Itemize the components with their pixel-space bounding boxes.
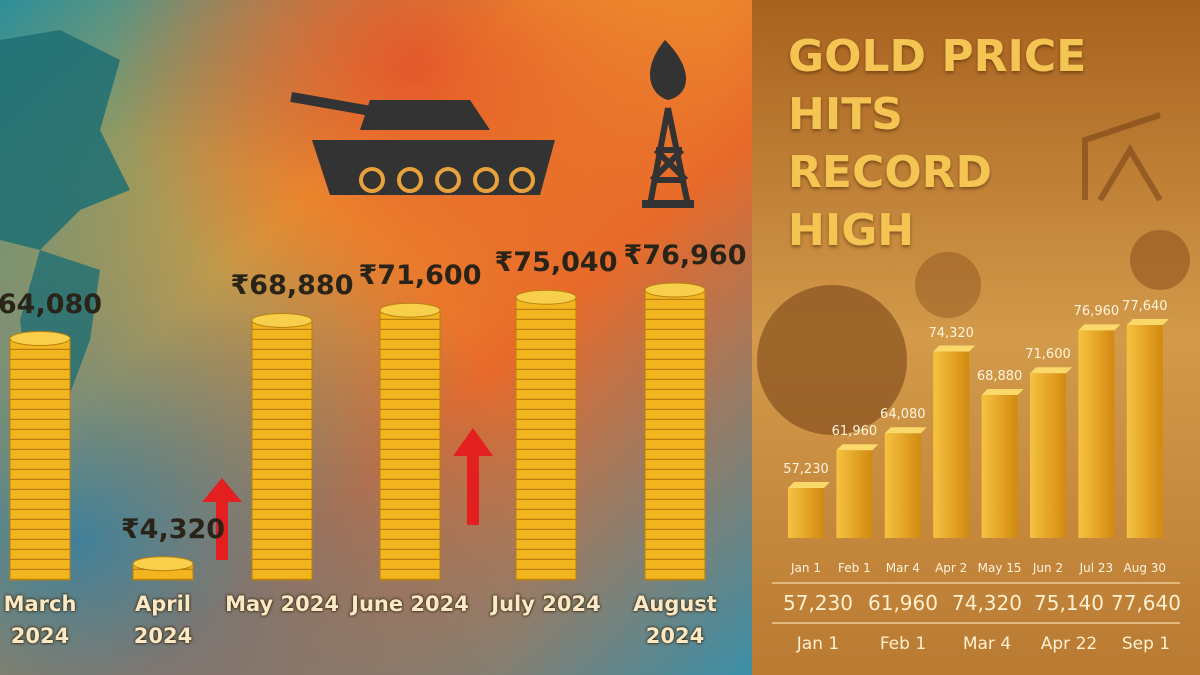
- bar-top: [1078, 324, 1121, 331]
- value-label: 74,320: [928, 325, 974, 341]
- bar-top: [1126, 319, 1169, 325]
- bar: [981, 394, 1018, 538]
- value-label: 61,960: [831, 424, 878, 440]
- summary-date: Feb 1: [879, 634, 927, 654]
- value-label: 68,880: [976, 368, 1023, 384]
- bar-top: [884, 427, 927, 434]
- value-label: ₹68,880: [230, 270, 354, 302]
- bar: [1030, 373, 1066, 538]
- category-label: August 2024: [633, 592, 717, 648]
- coin-stack: [379, 309, 441, 581]
- category-label: Jul 23: [1079, 561, 1114, 575]
- bar: [933, 351, 970, 538]
- coin-top: [379, 302, 441, 318]
- coin-stack: [644, 289, 706, 581]
- coin-top: [515, 289, 577, 305]
- value-label: 64,080: [880, 407, 926, 423]
- bar: [1078, 330, 1115, 538]
- bar-top: [933, 345, 976, 352]
- summary-date: Apr 22: [1040, 634, 1098, 654]
- pump-icon: [1082, 112, 1163, 202]
- bar: [788, 488, 824, 538]
- coin-top: [251, 312, 313, 328]
- value-label: 77,640: [1122, 299, 1168, 314]
- category-label: Jun 2: [1032, 561, 1064, 575]
- tank-icon: [290, 92, 555, 195]
- category-label: Apr 2: [935, 561, 968, 575]
- map-shape: [0, 30, 130, 250]
- category-label: Jan 1: [791, 561, 821, 575]
- category-label: May 2024: [225, 592, 339, 616]
- coin-top: [9, 331, 71, 347]
- summary-value: 75,140: [1034, 591, 1104, 615]
- summary-date: Jan 1: [796, 634, 840, 654]
- category-label: July 2024: [491, 592, 601, 616]
- bar: [1126, 325, 1163, 538]
- summary-value: 74,320: [952, 591, 1022, 615]
- globe-icon: [757, 285, 907, 435]
- category-label: April 2024: [133, 592, 193, 648]
- coin-stack: [251, 319, 313, 581]
- summary-value: 77,640: [1111, 591, 1181, 615]
- bar-top: [836, 444, 879, 451]
- bar: [884, 433, 921, 538]
- summary-value: 61,960: [868, 591, 938, 615]
- value-label: 76,960: [1073, 304, 1120, 320]
- value-label: ₹71,600: [358, 260, 482, 292]
- summary-date: Sep 1: [1121, 634, 1171, 654]
- category-label: Feb 1: [838, 561, 871, 575]
- coin-stack: [515, 296, 577, 581]
- category-label: June 2024: [351, 592, 469, 616]
- globe-icon: [915, 252, 981, 318]
- oil-rig-icon: [642, 40, 694, 208]
- value-label: ₹76,960: [623, 240, 747, 271]
- category-label: Mar 4: [885, 561, 920, 575]
- bar-top: [788, 482, 830, 488]
- value-label: 64,080: [0, 288, 103, 320]
- coin-top: [644, 282, 706, 298]
- value-label: 57,230: [783, 462, 829, 477]
- summary-date: Mar 4: [962, 634, 1012, 654]
- dollar-icon: [1130, 230, 1190, 290]
- bar: [836, 450, 873, 538]
- tank-wheels: [359, 167, 535, 193]
- bar-top: [1030, 367, 1072, 374]
- summary-value: 57,230: [783, 591, 853, 615]
- chart-title: GOLD PRICE HITS RECORD HIGH: [788, 31, 1087, 256]
- value-label: 71,600: [1025, 347, 1071, 363]
- category-label: March 2024: [3, 592, 77, 648]
- category-label: Aug 30: [1123, 561, 1167, 575]
- value-label: ₹4,320: [120, 513, 226, 545]
- coin-top: [132, 556, 194, 572]
- up-arrows: [202, 428, 493, 560]
- category-label: May 15: [977, 561, 1022, 575]
- coin-stack: [9, 338, 71, 581]
- value-label: ₹75,040: [494, 247, 618, 279]
- bar-top: [981, 388, 1024, 395]
